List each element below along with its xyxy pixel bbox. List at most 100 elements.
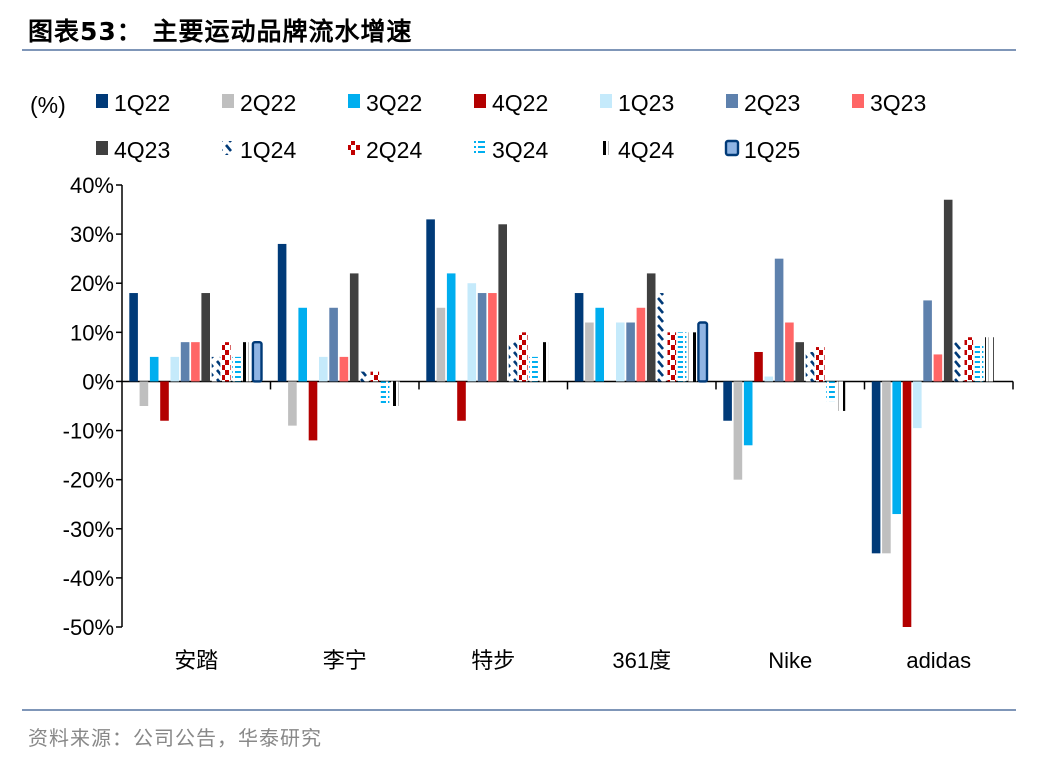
bar-1Q23-361度 <box>616 322 625 382</box>
bar-2Q23-李宁 <box>329 307 338 382</box>
bar-3Q24-adidas <box>974 344 984 382</box>
bar-4Q23-李宁 <box>349 273 359 382</box>
bar-1Q25-361度 <box>697 321 709 383</box>
bar-3Q22-李宁 <box>298 307 307 382</box>
legend-swatch-2Q22 <box>222 94 234 108</box>
y-tick-label: -10% <box>63 419 114 444</box>
bar-2Q22-特步 <box>436 307 446 382</box>
bar-2Q23-Nike <box>774 258 784 382</box>
bar-2Q23-361度 <box>626 322 635 382</box>
bar-4Q22-李宁 <box>308 381 318 441</box>
axes: 40% 30% 20% 10% 0% -10% -20% -30% -40% -50% 安踏 李宁 特步… <box>63 173 1014 673</box>
x-tick-label: 361度 <box>612 648 671 673</box>
y-tick-label: 40% <box>70 173 114 198</box>
bar-3Q24-361度 <box>677 332 687 382</box>
x-tick-label: 安踏 <box>174 648 218 673</box>
bar-4Q22-安踏 <box>160 381 169 421</box>
legend-label-4Q23: 4Q23 <box>114 137 170 163</box>
legend-label-1Q24: 1Q24 <box>240 137 296 163</box>
legend-swatch-4Q24 <box>600 141 612 155</box>
y-tick-label: -20% <box>63 468 114 493</box>
bar-1Q22-特步 <box>426 219 435 382</box>
bar-2Q22-361度 <box>585 322 594 382</box>
bar-2Q24-361度 <box>667 332 677 382</box>
bar-1Q22-李宁 <box>277 243 287 382</box>
bar-4Q22-Nike <box>754 351 763 382</box>
bar-2Q22-李宁 <box>288 381 297 426</box>
y-tick-label: -50% <box>63 615 114 640</box>
bar-3Q22-adidas <box>892 381 901 515</box>
bar-4Q22-adidas <box>902 381 912 627</box>
legend-label-3Q22: 3Q22 <box>366 90 422 116</box>
bar-1Q24-Nike <box>805 351 815 382</box>
legend-label-2Q22: 2Q22 <box>240 90 296 116</box>
legend-label-3Q24: 3Q24 <box>492 137 548 163</box>
bar-2Q24-特步 <box>519 332 528 382</box>
y-tick-label: -40% <box>63 566 114 591</box>
legend: 1Q22 2Q22 3Q22 4Q22 1Q23 2Q23 3Q23 4Q23 1Q24 2Q24… <box>96 90 926 163</box>
bar-3Q24-李宁 <box>380 381 390 406</box>
bars <box>129 199 994 627</box>
legend-swatch-3Q22 <box>348 94 360 108</box>
x-tick-label: Nike <box>768 648 812 673</box>
bar-2Q24-Nike <box>816 347 825 382</box>
legend-swatch-1Q22 <box>96 94 108 108</box>
legend-swatch-3Q23 <box>852 94 864 108</box>
y-tick-label: 30% <box>70 222 114 247</box>
bar-1Q22-安踏 <box>129 293 138 382</box>
y-tick-label: 0% <box>82 369 114 394</box>
bar-2Q23-特步 <box>477 293 487 382</box>
legend-label-1Q23: 1Q23 <box>618 90 674 116</box>
x-tick-label: adidas <box>906 648 971 673</box>
legend-label-4Q22: 4Q22 <box>492 90 548 116</box>
bar-3Q23-361度 <box>636 307 646 382</box>
legend-swatch-1Q23 <box>600 94 612 108</box>
legend-swatch-1Q25 <box>724 139 740 157</box>
bar-3Q24-Nike <box>826 381 835 402</box>
bar-2Q22-adidas <box>882 381 891 554</box>
bar-1Q23-安踏 <box>170 356 180 382</box>
bar-1Q24-安踏 <box>211 356 221 382</box>
bar-3Q23-安踏 <box>191 342 200 382</box>
bar-4Q22-特步 <box>457 381 466 421</box>
bar-4Q23-adidas <box>943 199 953 382</box>
top-divider <box>22 49 1016 51</box>
bar-2Q22-Nike <box>733 381 743 480</box>
bar-1Q24-adidas <box>954 342 963 382</box>
bar-2Q24-李宁 <box>370 371 380 382</box>
y-tick-label: 10% <box>70 320 114 345</box>
y-axis-unit: (%) <box>30 92 66 118</box>
bar-1Q23-Nike <box>764 376 774 382</box>
bar-1Q22-361度 <box>574 293 584 382</box>
bar-4Q23-安踏 <box>201 293 210 382</box>
bar-2Q23-安踏 <box>180 342 190 382</box>
bar-4Q24-李宁 <box>391 381 400 406</box>
legend-swatch-2Q23 <box>726 94 738 108</box>
bar-1Q22-Nike <box>723 381 732 421</box>
y-tick-label: -30% <box>63 517 114 542</box>
bar-3Q22-Nike <box>743 381 753 446</box>
bar-1Q23-李宁 <box>319 356 328 382</box>
figure-title: 图表53： 主要运动品牌流水增速 <box>28 17 413 46</box>
bar-1Q24-李宁 <box>360 371 369 382</box>
legend-swatch-2Q24 <box>348 141 360 155</box>
bottom-divider <box>22 709 1016 711</box>
bar-1Q23-adidas <box>913 381 922 429</box>
bar-3Q23-adidas <box>933 354 943 382</box>
bar-4Q24-安踏 <box>242 342 252 382</box>
legend-label-4Q24: 4Q24 <box>618 137 674 163</box>
bar-4Q23-Nike <box>795 342 804 382</box>
bar-3Q23-Nike <box>785 322 794 382</box>
bar-3Q23-李宁 <box>339 356 349 382</box>
y-tick-label: 20% <box>70 271 114 296</box>
bar-3Q24-特步 <box>529 356 538 382</box>
bar-3Q22-安踏 <box>149 356 159 382</box>
source-note: 资料来源：公司公告，华泰研究 <box>28 726 322 750</box>
bar-4Q24-361度 <box>688 332 697 382</box>
bar-4Q23-361度 <box>646 273 656 382</box>
legend-label-2Q23: 2Q23 <box>744 90 800 116</box>
legend-label-3Q23: 3Q23 <box>870 90 926 116</box>
bar-4Q24-Nike <box>836 381 846 411</box>
